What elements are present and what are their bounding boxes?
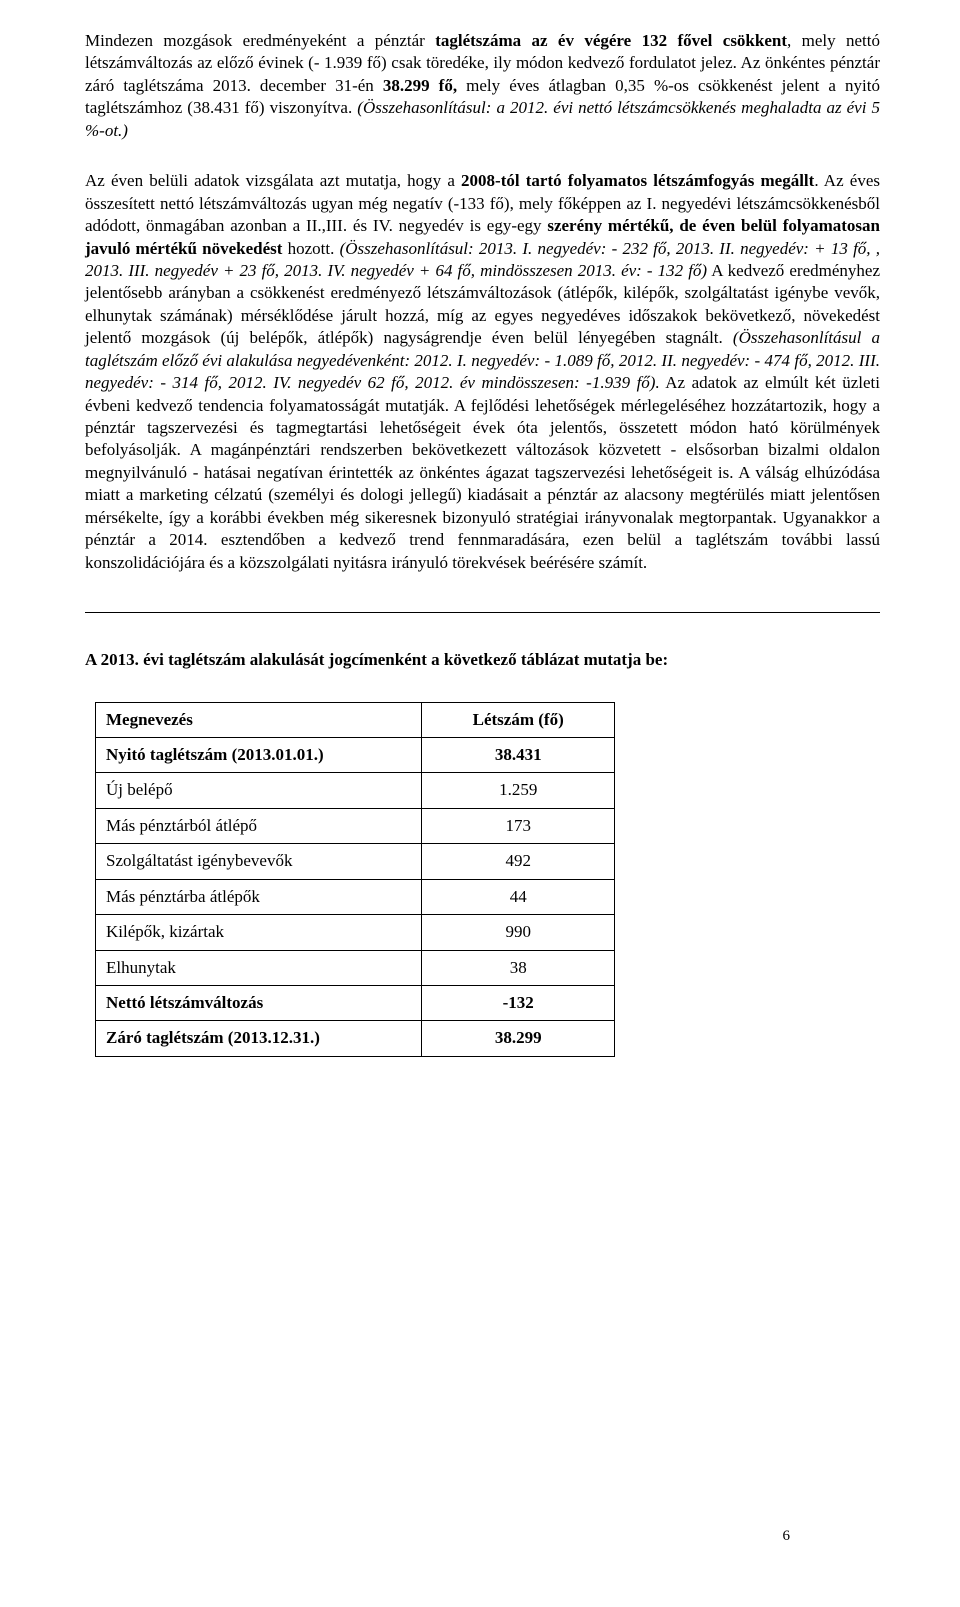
table-body: Nyitó taglétszám (2013.01.01.) 38.431 Új… xyxy=(96,737,615,1056)
paragraph-1: Mindezen mozgások eredményeként a pénztá… xyxy=(85,30,880,142)
table-cell-label: Szolgáltatást igénybevevők xyxy=(96,844,422,879)
table-row: Elhunytak 38 xyxy=(96,950,615,985)
membership-table: Megnevezés Létszám (fő) Nyitó taglétszám… xyxy=(95,702,615,1057)
spacer xyxy=(85,146,880,170)
table-row: Más pénztárba átlépők 44 xyxy=(96,879,615,914)
table-cell-label: Kilépők, kizártak xyxy=(96,915,422,950)
table-row: Más pénztárból átlépő 173 xyxy=(96,808,615,843)
table-cell-label: Más pénztárba átlépők xyxy=(96,879,422,914)
table-cell-label: Nettó létszámváltozás xyxy=(96,986,422,1021)
p1-bold-1: taglétszáma az év végére 132 fővel csökk… xyxy=(435,31,787,50)
p1-bold-2: 38.299 fő, xyxy=(383,76,457,95)
table-cell-value: 44 xyxy=(422,879,615,914)
table-row: Záró taglétszám (2013.12.31.) 38.299 xyxy=(96,1021,615,1056)
table-cell-value: 38.299 xyxy=(422,1021,615,1056)
page-container: { "para1": { "seg1": "Mindezen mozgások … xyxy=(85,30,880,1567)
table-cell-value: 173 xyxy=(422,808,615,843)
table-cell-value: 38 xyxy=(422,950,615,985)
p1-text: Mindezen mozgások eredményeként a pénztá… xyxy=(85,31,435,50)
table-row: Nettó létszámváltozás -132 xyxy=(96,986,615,1021)
table-cell-value: 990 xyxy=(422,915,615,950)
table-row: Kilépők, kizártak 990 xyxy=(96,915,615,950)
table-cell-value: -132 xyxy=(422,986,615,1021)
spacer xyxy=(85,578,880,612)
paragraph-2: Az éven belüli adatok vizsgálata azt mut… xyxy=(85,170,880,574)
table-col-2: Létszám (fő) xyxy=(422,702,615,737)
table-header-row: Megnevezés Létszám (fő) xyxy=(96,702,615,737)
table-col-1: Megnevezés xyxy=(96,702,422,737)
table-row: Nyitó taglétszám (2013.01.01.) 38.431 xyxy=(96,737,615,772)
table-cell-label: Nyitó taglétszám (2013.01.01.) xyxy=(96,737,422,772)
page-number: 6 xyxy=(783,1527,791,1547)
section-heading: A 2013. évi taglétszám alakulását jogcím… xyxy=(85,649,880,671)
p2-text-3: hozott. xyxy=(282,239,339,258)
table-cell-label: Új belépő xyxy=(96,773,422,808)
table-row: Új belépő 1.259 xyxy=(96,773,615,808)
p2-text-5: Az adatok az elmúlt két üzleti évbeni ke… xyxy=(85,373,880,572)
table-cell-label: Más pénztárból átlépő xyxy=(96,808,422,843)
table-cell-label: Elhunytak xyxy=(96,950,422,985)
table-cell-value: 492 xyxy=(422,844,615,879)
table-cell-value: 1.259 xyxy=(422,773,615,808)
divider-line xyxy=(85,612,880,613)
table-cell-value: 38.431 xyxy=(422,737,615,772)
p2-bold-1: 2008-tól tartó folyamatos létszámfogyás … xyxy=(461,171,814,190)
table-row: Szolgáltatást igénybevevők 492 xyxy=(96,844,615,879)
p2-text-1: Az éven belüli adatok vizsgálata azt mut… xyxy=(85,171,461,190)
table-cell-label: Záró taglétszám (2013.12.31.) xyxy=(96,1021,422,1056)
